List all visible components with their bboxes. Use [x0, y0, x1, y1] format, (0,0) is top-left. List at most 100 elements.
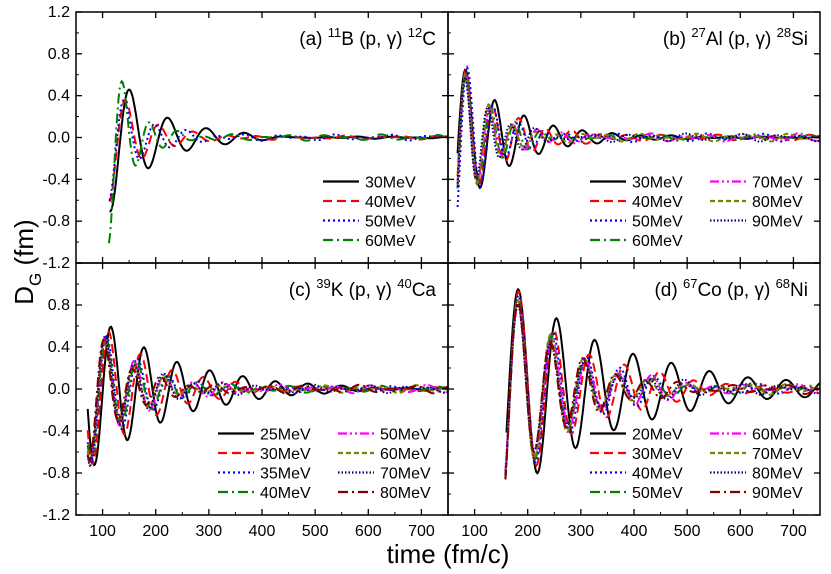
y-tick-label: 0.0: [48, 381, 70, 398]
series-line-30MeV: [504, 290, 820, 479]
series-line-80MeV: [86, 338, 448, 463]
x-tick-label: 700: [408, 523, 435, 540]
panel-c: 100 200 300 400 500 600 700 -1.2 -0.8 -0.4 0.0 0.4 0…: [42, 262, 449, 540]
legend-label: 30MeV: [260, 446, 311, 463]
legend: 20MeV 30MeV 40MeV 50MeV 60MeV 70MeV 80MeV 90MeV: [590, 427, 803, 502]
panel-title: (a) 11B (p, γ) 12C: [299, 25, 436, 50]
legend-label: 80MeV: [752, 466, 803, 483]
series-line-70MeV: [86, 334, 448, 468]
series-line-20MeV: [505, 287, 820, 475]
x-tick-label: 100: [461, 523, 488, 540]
legend-label: 70MeV: [752, 446, 803, 463]
panel-title: (c) 39K (p, γ) 40Ca: [289, 276, 437, 301]
series-line-90MeV: [456, 74, 820, 188]
panel-title-part: 67: [683, 276, 697, 291]
y-axis-label-sub: G: [26, 273, 45, 286]
legend-label: 40MeV: [365, 194, 416, 211]
series-line-90MeV: [504, 300, 820, 480]
y-axis-label-unit: (fm): [9, 219, 39, 272]
panel-title-part: ): [386, 280, 398, 301]
panel-title-part: (d): [654, 280, 683, 301]
panel-title-part: ): [764, 280, 776, 301]
legend-label: 35MeV: [260, 466, 311, 483]
series-line-40MeV: [456, 67, 820, 187]
legend-label: 60MeV: [752, 427, 803, 444]
y-tick-label: 0.0: [48, 130, 70, 147]
panel-title-part: (p,: [722, 280, 755, 301]
x-tick-label: 200: [514, 523, 541, 540]
legend-label: 50MeV: [632, 214, 683, 231]
legend: 30MeV 40MeV 50MeV 60MeV 70MeV 80MeV 90MeV: [590, 175, 803, 250]
legend-label: 60MeV: [365, 233, 416, 250]
y-tick-label: 0.4: [48, 88, 70, 105]
panel-title-part: 68: [776, 276, 790, 291]
y-tick-label: -0.8: [42, 465, 70, 482]
series-group: [107, 79, 448, 244]
legend: 25MeV 30MeV 35MeV 40MeV 50MeV 60MeV 70MeV 80MeV: [218, 427, 431, 502]
series-group: [504, 287, 820, 480]
legend: 30MeV 40MeV 50MeV 60MeV: [323, 175, 416, 250]
panel-title-part: B: [341, 29, 354, 50]
panel-title-part: γ: [376, 280, 386, 301]
y-tick-label: -0.8: [42, 213, 70, 230]
legend-label: 60MeV: [380, 446, 431, 463]
y-tick-label: -0.4: [42, 171, 70, 188]
panel-d: 100 200 300 400 500 600 700 (d) 67Co (p, γ) 68N…: [447, 262, 821, 540]
series-group: [86, 325, 448, 468]
legend-label: 90MeV: [752, 214, 803, 231]
legend-label: 40MeV: [632, 466, 683, 483]
panel-title-part: ): [765, 29, 777, 50]
series-group: [456, 65, 820, 208]
panel-title-part: ): [396, 29, 408, 50]
x-tick-label: 100: [89, 523, 116, 540]
panel-title: (d) 67Co (p, γ) 68Ni: [654, 276, 808, 301]
x-tick-label: 500: [674, 523, 701, 540]
y-axis-label-main: D: [9, 286, 39, 305]
y-tick-label: 0.8: [48, 46, 70, 63]
legend-label: 50MeV: [632, 485, 683, 502]
panel-title-part: γ: [754, 280, 764, 301]
panel-title-part: 11: [328, 25, 342, 40]
panel-title-part: 28: [777, 25, 791, 40]
panel-title-part: γ: [387, 29, 397, 50]
x-tick-label: 300: [568, 523, 595, 540]
panel-title-part: (a): [299, 29, 328, 50]
legend-label: 80MeV: [380, 485, 431, 502]
panel-title-part: Al: [706, 29, 723, 50]
panel-title-part: C: [422, 29, 436, 50]
y-tick-label: 1.2: [48, 4, 70, 21]
legend-label: 40MeV: [632, 194, 683, 211]
y-tick-label: -0.4: [42, 423, 70, 440]
series-line-60MeV: [456, 71, 820, 189]
y-tick-label: -1.2: [42, 255, 70, 272]
x-tick-label: 400: [621, 523, 648, 540]
panel-title-part: Co: [697, 280, 721, 301]
panel-title-part: Ca: [412, 280, 437, 301]
series-line-30MeV: [86, 330, 448, 465]
x-tick-label: 600: [355, 523, 382, 540]
x-tick-label: 700: [780, 523, 807, 540]
legend-label: 40MeV: [260, 485, 311, 502]
panel-title-part: 40: [397, 276, 411, 291]
legend-label: 25MeV: [260, 427, 311, 444]
series-line-70MeV: [456, 74, 820, 185]
legend-label: 90MeV: [752, 485, 803, 502]
legend-label: 60MeV: [632, 233, 683, 250]
panel-title: (b) 27Al (p, γ) 28Si: [663, 25, 808, 50]
legend-label: 50MeV: [365, 214, 416, 231]
legend-label: 70MeV: [752, 175, 803, 192]
panel-title-part: Ni: [790, 280, 808, 301]
panel-title-part: (b): [663, 29, 692, 50]
series-line-50MeV: [86, 336, 448, 466]
series-line-60MeV: [107, 79, 448, 244]
x-tick-label: 500: [302, 523, 329, 540]
series-line-80MeV: [504, 303, 820, 475]
y-tick-label: -1.2: [42, 507, 70, 524]
panel-title-part: (p,: [343, 280, 376, 301]
x-tick-label: 200: [142, 523, 169, 540]
x-tick-label: 400: [249, 523, 276, 540]
x-tick-label: 600: [727, 523, 754, 540]
panel-title-part: 12: [408, 25, 422, 40]
panel-title-part: γ: [756, 29, 766, 50]
